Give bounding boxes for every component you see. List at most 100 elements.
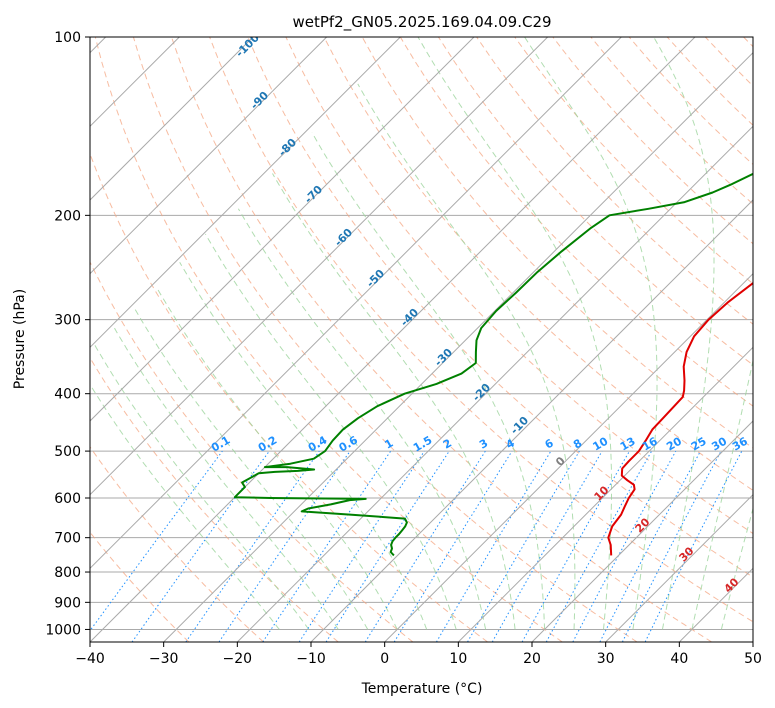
y-tick-label: 500 (54, 444, 81, 460)
dry-adiabat (90, 446, 264, 642)
y-tick-label: 100 (54, 30, 81, 46)
y-tick-label: 800 (54, 565, 81, 581)
isotherm-label: -50 (364, 267, 387, 290)
dry-adiabat (704, 37, 753, 87)
isotherm-label: -100 (233, 31, 262, 60)
isotherm-label: -80 (276, 136, 299, 159)
isotherm-label: 30 (677, 544, 697, 564)
isotherm-line (90, 37, 475, 422)
moist-adiabat (204, 233, 457, 630)
mixing-ratio-line (545, 450, 653, 642)
isotherm-label: 20 (633, 515, 653, 535)
mixing-ratio-line (521, 450, 630, 642)
y-axis-label: Pressure (hPa) (12, 289, 28, 389)
dry-adiabat (209, 37, 753, 623)
dry-adiabat (132, 37, 638, 642)
mixing-ratio-line (435, 450, 552, 642)
dry-adiabat (94, 37, 563, 642)
mixing-ratio-line (644, 450, 743, 642)
dry-adiabat (285, 37, 753, 535)
isotherm-line (90, 37, 254, 201)
dry-adiabat (90, 260, 414, 642)
isotherm-line (163, 51, 753, 642)
isotherm-line (457, 346, 753, 642)
dry-adiabat (743, 37, 753, 48)
dry-adiabat (514, 37, 753, 285)
x-axis-label: Temperature (°C) (361, 681, 483, 697)
mixing-ratio-line (218, 450, 351, 642)
isotherm-label: 10 (592, 483, 612, 503)
isotherm-line (90, 37, 401, 349)
sounding-traces (233, 172, 753, 557)
x-tick-label: −30 (149, 651, 179, 667)
x-tick-label: −20 (223, 651, 253, 667)
moist-adiabat (133, 306, 369, 630)
y-tick-label: 300 (54, 313, 81, 329)
isotherm-line (752, 641, 753, 642)
temperature-trace (607, 281, 753, 556)
moist-adiabat (93, 343, 310, 630)
isotherm-label: 40 (722, 575, 742, 595)
y-tick-label: 900 (54, 595, 81, 611)
isotherm-label: -60 (332, 226, 355, 249)
moist-adiabat (90, 383, 280, 630)
moist-adiabat (524, 37, 658, 630)
isotherm-line (605, 493, 753, 642)
mixing-ratio-line (185, 450, 320, 642)
moist-adiabat (691, 358, 753, 630)
y-tick-label: 1000 (45, 622, 81, 638)
moist-adiabat (179, 262, 428, 630)
mixing-ratio-line (325, 450, 450, 642)
y-tick-label: 600 (54, 491, 81, 507)
mixing-ratio-line (393, 450, 513, 642)
x-tick-label: 50 (744, 651, 762, 667)
x-tick-label: 10 (449, 651, 467, 667)
plot-frame (89, 36, 754, 643)
isotherm-label: -10 (508, 414, 531, 437)
mixing-ratio-label: 6 (543, 436, 556, 451)
moist-adiabat (311, 132, 546, 630)
isotherm-line (384, 272, 753, 642)
isotherm-line (310, 199, 753, 642)
axis-ticks: −40 −30 −20 −10 0 10 20 30 40 50 100 200 300 400 500 60… (45, 30, 762, 667)
mixing-ratio-label: 4 (504, 436, 517, 451)
x-tick-label: 20 (523, 651, 541, 667)
mixing-ratio-line (262, 450, 392, 642)
mixing-ratio-line (364, 450, 486, 642)
mixing-ratio-line (572, 450, 677, 642)
mixing-ratio-label: 3 (477, 437, 490, 452)
dry-adiabat (476, 37, 753, 325)
moist-adiabat (720, 506, 753, 630)
y-tick-label: 200 (54, 208, 81, 224)
dry-adiabat (90, 356, 339, 642)
moist-adiabat (357, 83, 576, 630)
chart-title: wetPf2_GN05.2025.169.04.09.C29 (292, 13, 551, 32)
moist-adiabat (417, 37, 612, 630)
mixing-ratio-line (131, 450, 270, 642)
background-lines (90, 37, 753, 642)
dewpoint-trace (233, 172, 753, 557)
y-tick-label: 700 (54, 531, 81, 547)
x-tick-label: 0 (380, 651, 389, 667)
x-tick-label: −10 (296, 651, 326, 667)
moist-adiabat (156, 287, 398, 630)
isotherm-label: -20 (470, 381, 493, 404)
isotherm-label: -40 (398, 306, 421, 329)
mixing-ratio-line (90, 450, 223, 632)
y-tick-label: 400 (54, 387, 81, 403)
dry-adiabat (90, 531, 190, 642)
mixing-ratio-label: 2 (441, 437, 454, 452)
isotherm-label: -30 (432, 346, 455, 369)
isotherm-line (90, 37, 696, 642)
moist-adiabat (237, 208, 487, 630)
x-tick-label: −40 (75, 651, 105, 667)
isotherm-line (236, 125, 753, 642)
dry-adiabat (171, 37, 712, 642)
x-tick-label: 30 (597, 651, 615, 667)
dry-adiabat (437, 37, 753, 366)
isotherm-line (90, 37, 549, 496)
mixing-ratio-line (298, 450, 425, 642)
dry-adiabat (247, 37, 753, 578)
isotherm-label: -90 (248, 89, 271, 112)
